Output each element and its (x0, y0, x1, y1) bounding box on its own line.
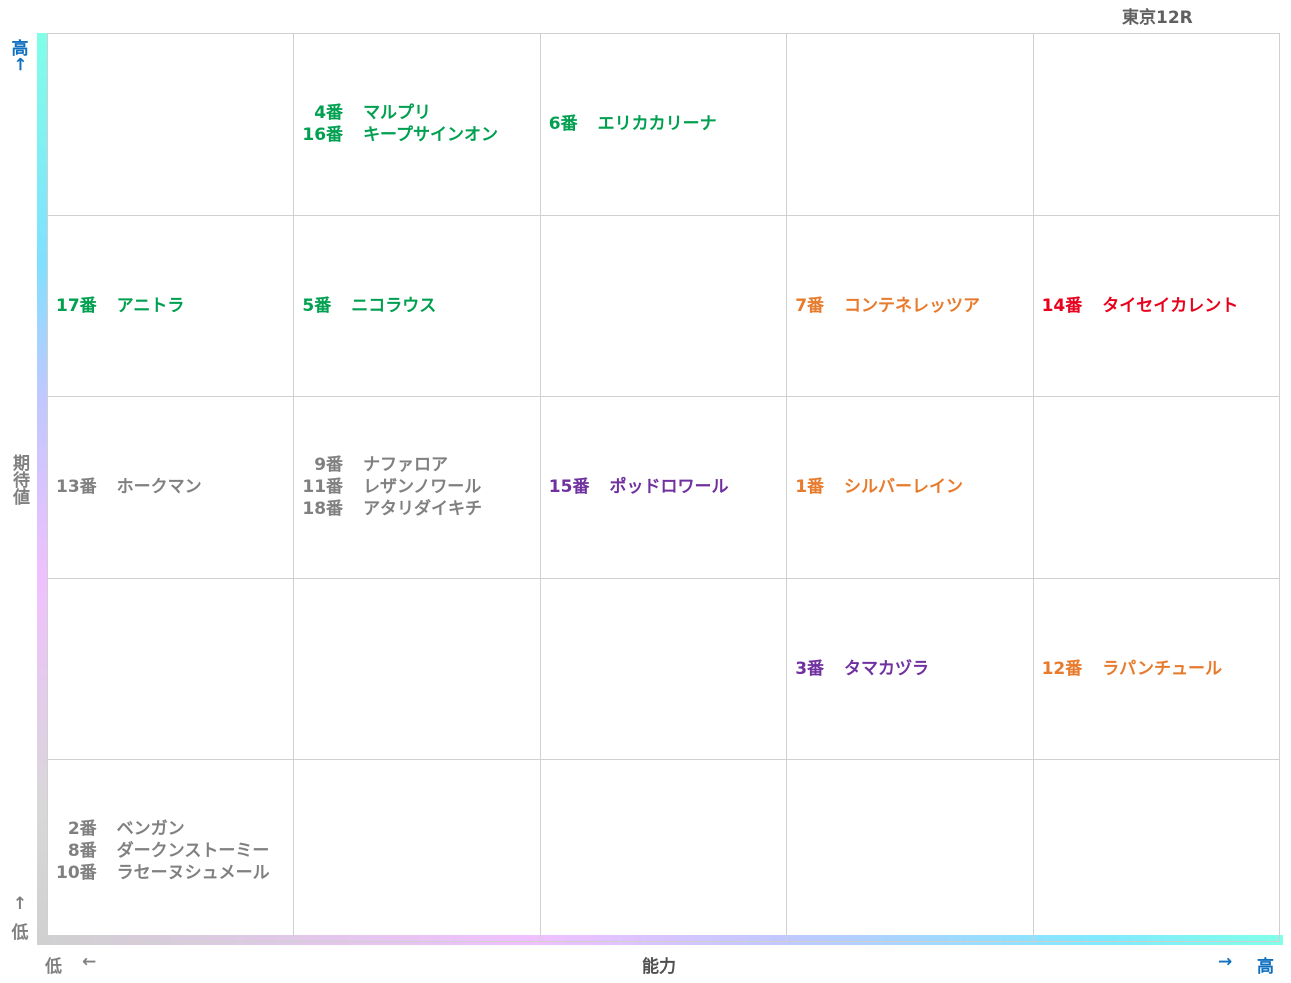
horse-number: 16番 (302, 125, 344, 146)
horse-name: ベンガン (116, 818, 185, 839)
grid-cell (539, 578, 787, 761)
horse-group: 14番 タイセイカレント (1042, 295, 1239, 317)
horse-name: ラパンチュール (1102, 659, 1222, 680)
horse-group: 4番 マルプリ 16番 キープサインオン (302, 102, 498, 146)
grid-cell (786, 760, 1033, 942)
x-low: 低 (45, 957, 62, 977)
horse-group: 9番 ナファロア 11番 レザンノワール 18番 アタリダイキチ (302, 454, 482, 520)
horse-group: 3番 タマカヅラ (795, 658, 929, 680)
y-low: 低 (11, 923, 29, 943)
y-high: 高 (11, 39, 29, 59)
horse-number: 2番 (67, 818, 97, 839)
horse-name: アニトラ (116, 295, 185, 316)
grid-cell (1032, 760, 1279, 942)
horse-name: アタリダイキチ (363, 499, 483, 520)
horse-name: ポッドロワール (609, 477, 729, 498)
horse-number: 3番 (795, 659, 825, 680)
horse-group: 7番 コンテネレッツア (795, 295, 980, 317)
horse-name: エリカカリーナ (597, 114, 717, 135)
grid-cell (1032, 397, 1279, 579)
horse-number: 7番 (795, 295, 825, 316)
grid-cell (47, 578, 294, 761)
x-high: 高 (1257, 957, 1274, 977)
horse-number: 17番 (56, 295, 97, 316)
horse-number: 9番 (314, 455, 344, 476)
grid-cell: 1番 シルバーレイン (786, 397, 1033, 579)
grid-cell: 7番 コンテネレッツア (786, 215, 1033, 398)
horse-number: 5番 (302, 295, 332, 316)
grid-cell (539, 215, 787, 398)
horse-group: 13番 ホークマン (56, 476, 202, 498)
grid-cell: 2番 ベンガン 8番 ダークンストーミー 10番 ラセーヌシュメール (47, 760, 294, 942)
grid-cell: 13番 ホークマン (47, 397, 294, 579)
y-high-arrow: ← (10, 56, 30, 72)
grid-cell: 6番 エリカカリーナ (539, 34, 787, 216)
horse-number: 12番 (1041, 659, 1083, 680)
horse-name: ホークマン (116, 477, 202, 498)
grid: 4番 マルプリ 16番 キープサインオン 6番 エリカカリーナ 17番 アニトラ 5番 ニコラウス… (47, 33, 1280, 942)
horse-name: ラセーヌシュメール (116, 862, 270, 883)
horse-group: 2番 ベンガン 8番 ダークンストーミー 10番 ラセーヌシュメール (56, 818, 270, 884)
horse-name: キープサインオン (363, 125, 499, 146)
grid-cell: 9番 ナファロア 11番 レザンノワール 18番 アタリダイキチ (293, 397, 540, 579)
horse-group: 5番 ニコラウス (302, 295, 436, 317)
y-axis-bar (37, 33, 47, 945)
grid-cell: 12番 ラパンチュール (1032, 578, 1279, 761)
horse-number: 6番 (548, 114, 578, 135)
grid-cell: 17番 アニトラ (47, 215, 294, 398)
grid-cell: 3番 タマカヅラ (786, 578, 1033, 761)
horse-group: 12番 ラパンチュール (1042, 658, 1222, 680)
grid-cell (1032, 34, 1279, 216)
x-label: 能力 (642, 957, 676, 977)
horse-number: 10番 (56, 862, 97, 883)
grid-cell (539, 760, 787, 942)
grid-cell: 14番 タイセイカレント (1032, 215, 1279, 398)
horse-name: シルバーレイン (844, 477, 964, 498)
horse-group: 15番 ポッドロワール (549, 476, 729, 498)
horse-name: ナファロア (363, 455, 449, 476)
x-axis-bar (37, 935, 1283, 945)
grid-cell: 4番 マルプリ 16番 キープサインオン (293, 34, 540, 216)
x-low-arrow: ← (82, 952, 97, 972)
horse-name: タマカヅラ (844, 659, 930, 680)
horse-number: 4番 (314, 103, 344, 124)
horse-number: 11番 (302, 477, 344, 498)
grid-cell: 15番 ポッドロワール (539, 397, 787, 579)
horse-name: タイセイカレント (1102, 295, 1239, 316)
horse-number: 14番 (1041, 295, 1083, 316)
horse-number: 8番 (67, 840, 97, 861)
horse-number: 18番 (302, 499, 344, 520)
x-high-arrow: → (1218, 952, 1233, 972)
horse-name: レザンノワール (363, 477, 482, 498)
horse-group: 17番 アニトラ (56, 295, 184, 317)
grid-cell (293, 760, 540, 942)
grid-cell: 5番 ニコラウス (293, 215, 540, 398)
horse-number: 13番 (56, 477, 97, 498)
horse-name: ニコラウス (351, 295, 437, 316)
grid-cell (786, 34, 1033, 216)
horse-number: 15番 (548, 477, 590, 498)
horse-number: 1番 (795, 477, 825, 498)
horse-group: 6番 エリカカリーナ (549, 113, 717, 135)
grid-cell (47, 34, 294, 216)
y-label: 期待値 (9, 454, 29, 505)
y-low-arrow: ↑ (12, 894, 28, 914)
horse-name: ダークンストーミー (116, 840, 270, 861)
horse-name: マルプリ (363, 103, 432, 124)
horse-group: 1番 シルバーレイン (795, 476, 963, 498)
grid-cell (293, 578, 540, 761)
horse-name: コンテネレッツア (844, 295, 981, 316)
title: 東京12R (1122, 8, 1193, 28)
